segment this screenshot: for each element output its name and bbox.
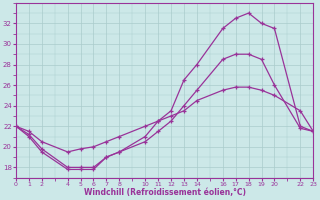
X-axis label: Windchill (Refroidissement éolien,°C): Windchill (Refroidissement éolien,°C) [84,188,245,197]
